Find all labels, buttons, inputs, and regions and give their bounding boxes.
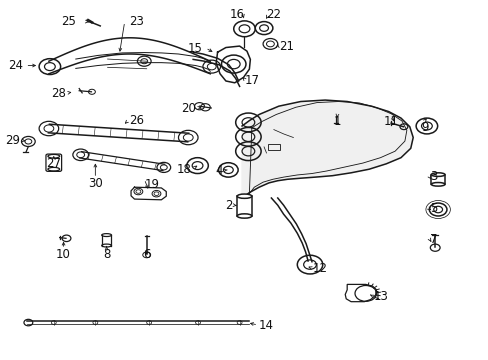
Ellipse shape — [430, 173, 444, 176]
Text: 9: 9 — [421, 121, 428, 134]
Text: 16: 16 — [229, 8, 244, 21]
Text: 18: 18 — [177, 163, 191, 176]
Text: 14: 14 — [259, 319, 274, 332]
Text: 4: 4 — [215, 165, 223, 177]
Text: 3: 3 — [429, 170, 437, 183]
Text: 7: 7 — [429, 233, 437, 246]
Text: 28: 28 — [51, 87, 66, 100]
Text: 23: 23 — [129, 15, 144, 28]
Text: 17: 17 — [244, 75, 259, 87]
Ellipse shape — [430, 183, 444, 186]
Text: 5: 5 — [429, 202, 437, 215]
Text: 1: 1 — [333, 115, 341, 128]
Text: 8: 8 — [102, 248, 110, 261]
Text: 26: 26 — [129, 114, 144, 127]
Text: 20: 20 — [181, 102, 195, 114]
Text: 6: 6 — [142, 248, 150, 261]
Text: 24: 24 — [8, 59, 23, 72]
Text: 13: 13 — [373, 291, 388, 303]
Text: 29: 29 — [5, 134, 20, 147]
Text: 27: 27 — [46, 157, 61, 170]
Text: 19: 19 — [144, 178, 159, 191]
Text: 12: 12 — [312, 262, 327, 275]
Text: 21: 21 — [278, 40, 293, 53]
Text: 11: 11 — [383, 115, 398, 128]
Ellipse shape — [237, 194, 251, 198]
Text: 15: 15 — [188, 42, 203, 55]
Polygon shape — [242, 100, 412, 198]
Text: 25: 25 — [61, 15, 76, 28]
Ellipse shape — [237, 214, 251, 218]
Text: 2: 2 — [224, 199, 232, 212]
Text: 22: 22 — [266, 8, 281, 21]
Text: 30: 30 — [88, 177, 102, 190]
Text: 10: 10 — [56, 248, 71, 261]
